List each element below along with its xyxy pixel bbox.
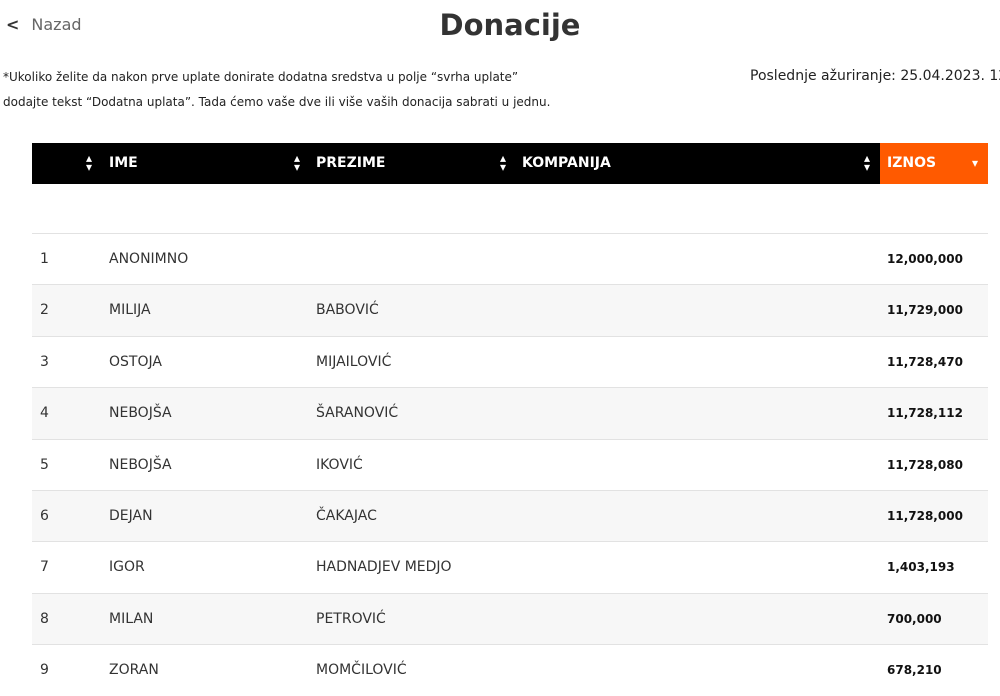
sort-icon[interactable]: ▴ ▾ xyxy=(294,151,301,174)
back-link[interactable]: < Nazad xyxy=(6,15,82,34)
first-name: MILIJA xyxy=(109,302,151,319)
rank: 1 xyxy=(40,251,49,267)
first-name: ANONIMNO xyxy=(109,251,189,267)
last-name: PETROVIĆ xyxy=(316,610,386,627)
column-header[interactable]: PREZIME xyxy=(316,155,386,171)
first-name: DEJAN xyxy=(109,508,153,524)
rank: 6 xyxy=(40,508,49,524)
last-name: MOMČILOVIĆ xyxy=(316,662,407,679)
table-row: 2 MILIJA BABOVIĆ 11,729,000 xyxy=(32,284,988,337)
first-name: NEBOJŠA xyxy=(109,405,172,422)
table-row: 3 OSTOJA MIJAILOVIĆ 11,728,470 xyxy=(32,335,988,388)
column-header[interactable]: IZNOS xyxy=(887,155,937,171)
table-header: ▴ ▾ ▴ ▾ ▴ ▾ ▴ ▾ ▾ IME PREZIME KOMPANIJA IZNO… xyxy=(32,143,988,184)
rank: 7 xyxy=(40,559,49,576)
note-line: *Ukoliko želite da nakon prve uplate don… xyxy=(3,70,519,84)
table-row: 7 IGOR HADNADJEV MEDJO 1,403,193 xyxy=(32,541,988,593)
sort-icon[interactable]: ▴ ▾ xyxy=(864,151,871,174)
table-row: 4 NEBOJŠA ŠARANOVIĆ 11,728,112 xyxy=(32,387,988,440)
page-title: Donacije xyxy=(439,8,581,42)
table-row: 5 NEBOJŠA IKOVIĆ 11,728,080 xyxy=(32,438,988,491)
amount: 11,728,080 xyxy=(887,457,963,472)
table-row: 9 ZORAN MOMČILOVIĆ 678,210 xyxy=(32,644,988,696)
first-name: IGOR xyxy=(109,559,145,576)
table-row: 1 ANONIMNO 12,000,000 xyxy=(32,233,988,285)
note-line: dodajte tekst “Dodatna uplata”. Tada ćem… xyxy=(3,95,551,109)
rank: 5 xyxy=(40,456,49,473)
active-sort-column xyxy=(880,143,988,184)
rank: 2 xyxy=(40,302,49,319)
back-label[interactable]: Nazad xyxy=(31,15,82,34)
last-name: MIJAILOVIĆ xyxy=(316,353,392,370)
amount: 11,729,000 xyxy=(887,303,963,318)
sort-icon[interactable]: ▴ ▾ xyxy=(500,151,507,174)
column-header[interactable]: IME xyxy=(109,155,138,171)
rank: 8 xyxy=(40,610,49,627)
last-name: HADNADJEV MEDJO xyxy=(316,559,452,576)
first-name: OSTOJA xyxy=(109,353,162,370)
first-name: MILAN xyxy=(109,610,154,627)
last-name: ŠARANOVIĆ xyxy=(316,405,399,422)
last-name: BABOVIĆ xyxy=(316,302,379,319)
last-updated: Poslednje ažuriranje: 25.04.2023. 12: xyxy=(750,68,1000,84)
amount: 11,728,470 xyxy=(887,354,963,369)
table-row: 8 MILAN PETROVIĆ 700,000 xyxy=(32,592,988,645)
last-name: ČAKAJAC xyxy=(316,508,377,524)
amount: 678,210 xyxy=(887,663,942,678)
amount: 11,728,000 xyxy=(887,509,963,523)
rank: 9 xyxy=(40,662,49,679)
last-name: IKOVIĆ xyxy=(316,456,363,473)
amount: 700,000 xyxy=(887,611,942,626)
amount: 1,403,193 xyxy=(887,560,955,575)
amount: 11,728,112 xyxy=(887,406,963,421)
rank: 3 xyxy=(40,353,49,370)
rank: 4 xyxy=(40,405,49,422)
table-row: 6 DEJAN ČAKAJAC 11,728,000 xyxy=(32,490,988,542)
first-name: NEBOJŠA xyxy=(109,456,172,473)
amount: 12,000,000 xyxy=(887,252,963,266)
sort-icon[interactable]: ▾ xyxy=(972,156,979,170)
column-header[interactable]: KOMPANIJA xyxy=(522,155,611,171)
first-name: ZORAN xyxy=(109,662,159,679)
sort-icon[interactable]: ▴ ▾ xyxy=(86,151,93,174)
